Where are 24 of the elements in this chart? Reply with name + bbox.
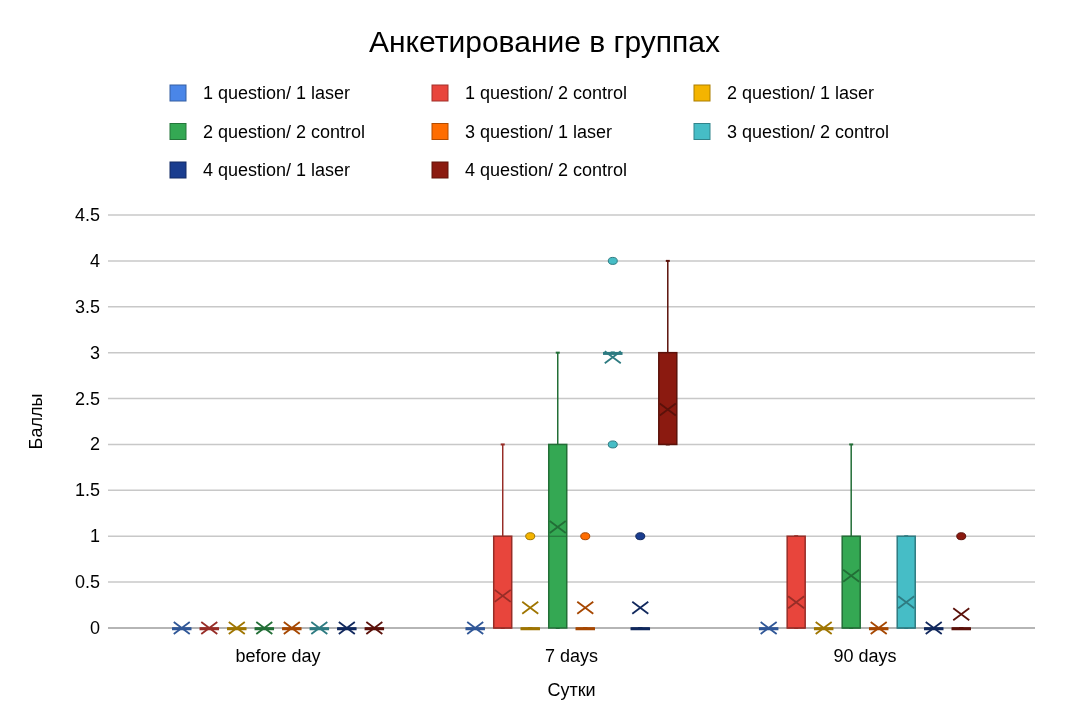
y-tick-label: 1.5 <box>74 480 100 501</box>
legend-label: 3 question/ 2 control <box>727 121 890 142</box>
legend-label: 3 question/ 1 laser <box>465 121 613 142</box>
x-tick-label: 7 days <box>544 646 599 666</box>
legend-label: 4 question/ 1 laser <box>203 160 351 180</box>
y-tick-label: 0 <box>89 618 100 638</box>
legend-label: 1 question/ 1 laser <box>203 83 351 103</box>
y-tick-label: 2 <box>89 434 100 455</box>
y-tick-label: 0.5 <box>74 572 100 593</box>
chart-title: Анкетирование в группах <box>369 25 720 58</box>
y-tick-label: 1 <box>89 526 100 547</box>
y-tick-label: 2.5 <box>74 388 100 409</box>
y-tick-label: 4.5 <box>74 205 100 225</box>
y-tick-label: 3.5 <box>74 296 100 317</box>
legend-label: 1 question/ 2 control <box>465 83 628 103</box>
x-tick-label: 90 days <box>833 646 897 666</box>
legend-label: 4 question/ 2 control <box>465 160 628 180</box>
y-axis-title: Баллы <box>26 393 46 450</box>
legend-label: 2 question/ 2 control <box>203 121 366 142</box>
x-axis-title: Сутки <box>547 680 596 700</box>
x-tick-label: before day <box>235 646 321 666</box>
y-tick-label: 3 <box>89 342 100 363</box>
legend-label: 2 question/ 1 laser <box>727 83 875 103</box>
y-tick-label: 4 <box>89 250 100 271</box>
